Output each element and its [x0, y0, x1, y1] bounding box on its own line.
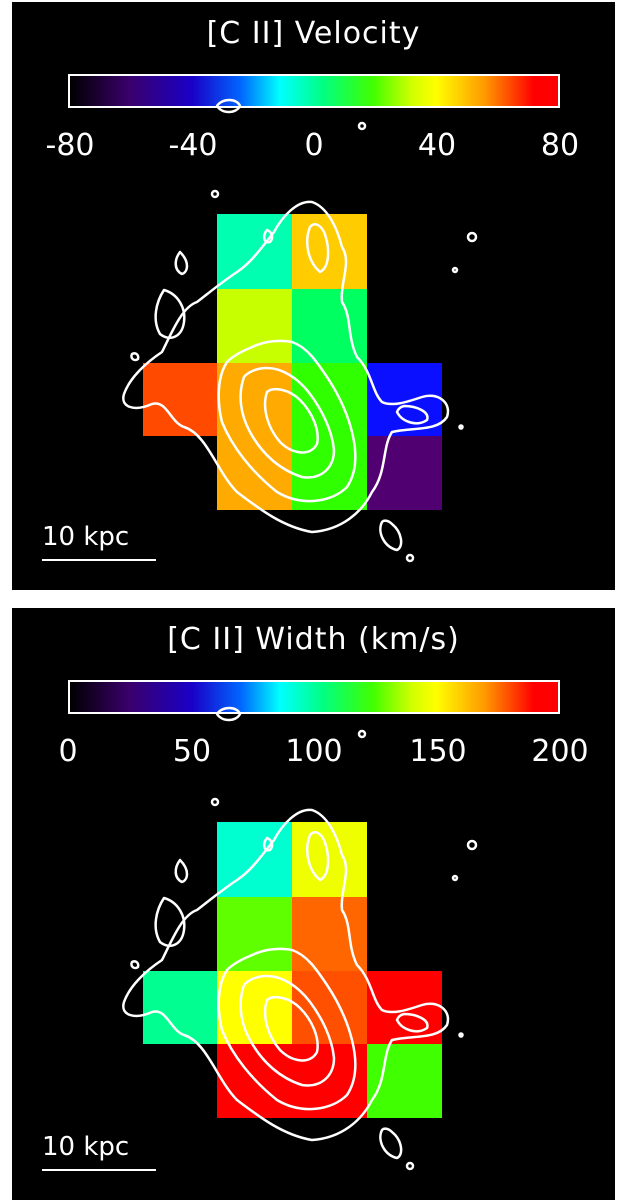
colorbar-tick: 80: [540, 128, 580, 163]
pixel: [292, 822, 367, 897]
pixel-grid: [143, 214, 442, 510]
colorbar: [68, 74, 560, 108]
pixel: [292, 971, 367, 1044]
velocity-panel: [C II] Velocity -80 -40 0 40 80: [12, 2, 615, 590]
colorbar-tick: 100: [285, 734, 343, 769]
width-panel: [C II] Width (km/s) 0 50 100 150 200: [12, 608, 615, 1200]
colorbar-tick: -80: [45, 128, 95, 163]
panel-title: [C II] Velocity: [206, 16, 421, 51]
colorbar: [68, 680, 560, 714]
contours: [122, 706, 478, 1171]
pixel: [292, 214, 367, 289]
pixel: [367, 971, 442, 1044]
scale-bar: [42, 559, 156, 561]
pixel: [367, 436, 442, 510]
velocity-map: [122, 98, 478, 563]
width-map: [122, 706, 478, 1171]
scale-bar: [42, 1169, 156, 1171]
contours: [122, 98, 478, 563]
pixel: [217, 897, 292, 971]
pixel-grid: [143, 822, 442, 1118]
colorbar-tick: 40: [417, 128, 457, 163]
pixel: [217, 971, 292, 1044]
colorbar-tick: 0: [304, 128, 324, 163]
colorbar-tick: -40: [168, 128, 218, 163]
scale-bar-label: 10 kpc: [42, 1132, 130, 1162]
pixel: [292, 363, 367, 436]
panel-title: [C II] Width (km/s): [167, 622, 460, 657]
colorbar-tick: 50: [172, 734, 212, 769]
colorbar-tick: 200: [531, 734, 589, 769]
pixel: [217, 289, 292, 363]
pixel: [367, 1044, 442, 1118]
colorbar-tick: 150: [409, 734, 467, 769]
scale-bar-label: 10 kpc: [42, 522, 130, 552]
colorbar-tick: 0: [58, 734, 78, 769]
pixel: [217, 363, 292, 436]
pixel: [367, 363, 442, 436]
